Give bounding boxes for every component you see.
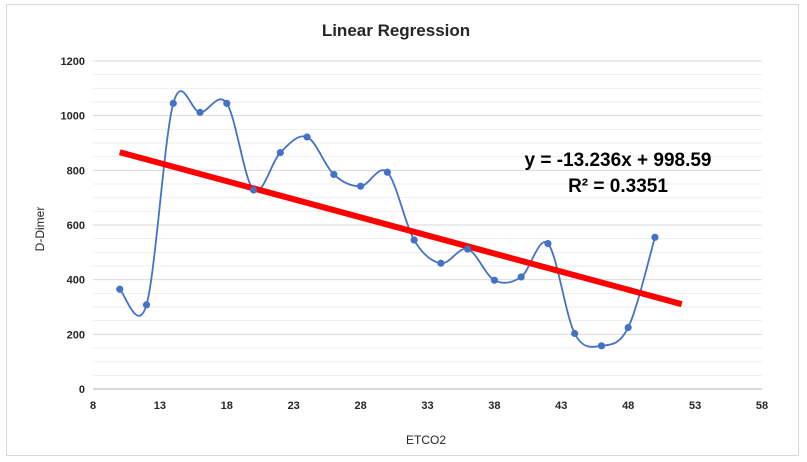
- chart-svg: Linear Regression 020040060080010001200 …: [33, 21, 768, 447]
- data-point: [249, 186, 258, 194]
- data-point: [597, 342, 606, 350]
- gridlines: [93, 60, 762, 390]
- y-tick-labels: 0 200 400 600 800 1000 1200: [61, 56, 85, 396]
- data-point: [276, 148, 284, 157]
- x-tick-label: 28: [354, 400, 366, 412]
- trendline-equation: y = -13.236x + 998.59: [525, 150, 712, 171]
- y-tick-label: 800: [67, 165, 85, 177]
- x-axis-title: ETCO2: [406, 433, 446, 447]
- data-point: [383, 168, 391, 176]
- x-tick-label: 38: [488, 400, 500, 412]
- data-point: [142, 301, 151, 309]
- x-tick-label: 13: [154, 400, 166, 412]
- y-tick-label: 1000: [61, 111, 85, 123]
- y-tick-label: 1200: [61, 56, 85, 68]
- data-point: [517, 273, 525, 281]
- y-tick-label: 200: [67, 329, 85, 341]
- data-point: [357, 182, 365, 190]
- x-tick-label: 48: [622, 400, 634, 412]
- chart-frame: Linear Regression 0 200 400 600 800 1000 1200 …: [6, 4, 799, 456]
- x-tick-label: 33: [421, 400, 433, 412]
- data-points: [116, 99, 659, 350]
- y-axis-title: D-Dimer: [33, 207, 47, 252]
- data-point: [196, 108, 204, 116]
- chart-title: Linear Regression: [322, 21, 470, 40]
- data-point: [624, 323, 632, 332]
- data-point: [651, 233, 659, 241]
- data-point: [116, 285, 124, 293]
- data-point: [437, 259, 445, 267]
- data-point: [223, 99, 231, 107]
- x-tick-label: 58: [756, 400, 768, 412]
- x-tick-label: 8: [90, 400, 96, 412]
- data-point: [464, 245, 472, 253]
- data-point: [571, 329, 579, 338]
- y-tick-label: 600: [67, 220, 85, 232]
- data-point: [303, 133, 311, 141]
- trendline: [118, 149, 683, 308]
- x-tick-label: 18: [221, 400, 233, 412]
- data-point: [544, 239, 552, 248]
- data-point: [490, 276, 498, 284]
- data-point: [330, 170, 338, 179]
- y-tick-label: 400: [67, 275, 85, 287]
- y-tick-label: 0: [79, 384, 85, 396]
- data-point: [410, 236, 418, 244]
- trendline-r-squared: R² = 0.3351: [568, 176, 668, 197]
- x-tick-label: 53: [689, 400, 701, 412]
- x-tick-label: 43: [555, 400, 567, 412]
- x-tick-label: 23: [288, 400, 300, 412]
- series-line: [119, 90, 656, 348]
- x-tick-labels: 8 13 18 23 28 33 38 43 48 53 58: [90, 400, 768, 412]
- data-point: [169, 99, 177, 107]
